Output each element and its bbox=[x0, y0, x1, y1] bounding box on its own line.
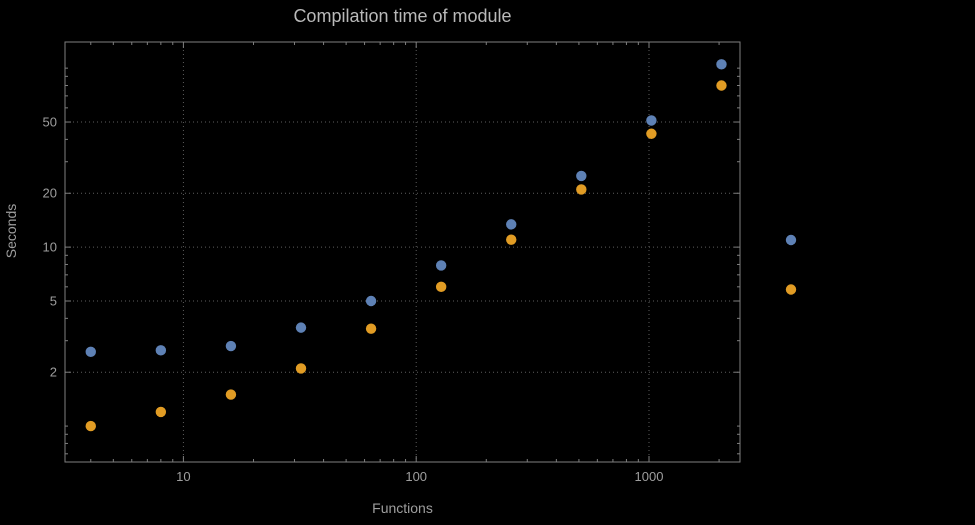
data-point-series-1 bbox=[225, 340, 237, 352]
plot-frame bbox=[64, 41, 741, 463]
x-tick-label: 10 bbox=[176, 469, 190, 484]
data-point-series-2 bbox=[646, 128, 657, 139]
y-tick-label: 10 bbox=[43, 240, 57, 255]
legend-marker-series-1 bbox=[785, 234, 797, 246]
data-point-series-1 bbox=[646, 115, 657, 126]
data-point-series-2 bbox=[295, 363, 307, 374]
data-point-series-2 bbox=[435, 281, 447, 293]
data-point-series-2 bbox=[85, 420, 96, 432]
data-point-series-1 bbox=[365, 295, 377, 307]
x-tick-label: 1000 bbox=[635, 469, 664, 484]
chart-title: Compilation time of module bbox=[293, 6, 512, 26]
data-point-series-1 bbox=[716, 59, 727, 70]
data-point-series-2 bbox=[155, 406, 167, 418]
data-point-series-1 bbox=[155, 345, 167, 356]
data-point-series-1 bbox=[506, 219, 517, 230]
data-point-series-1 bbox=[435, 260, 447, 271]
data-point-series-2 bbox=[225, 389, 237, 400]
data-point-series-1 bbox=[576, 170, 587, 182]
y-tick-label: 50 bbox=[43, 115, 57, 130]
legend-marker-series-2 bbox=[785, 284, 797, 295]
data-point-series-2 bbox=[576, 184, 587, 195]
x-tick-label: 100 bbox=[405, 469, 427, 484]
x-axis-label: Functions bbox=[372, 500, 433, 516]
data-point-series-2 bbox=[365, 323, 377, 334]
data-point-series-1 bbox=[85, 346, 96, 358]
data-point-series-1 bbox=[295, 322, 307, 333]
y-tick-label: 2 bbox=[50, 365, 57, 380]
data-point-series-2 bbox=[716, 80, 727, 91]
data-point-series-2 bbox=[506, 234, 517, 245]
y-tick-label: 5 bbox=[50, 293, 57, 308]
y-tick-label: 20 bbox=[43, 186, 57, 201]
